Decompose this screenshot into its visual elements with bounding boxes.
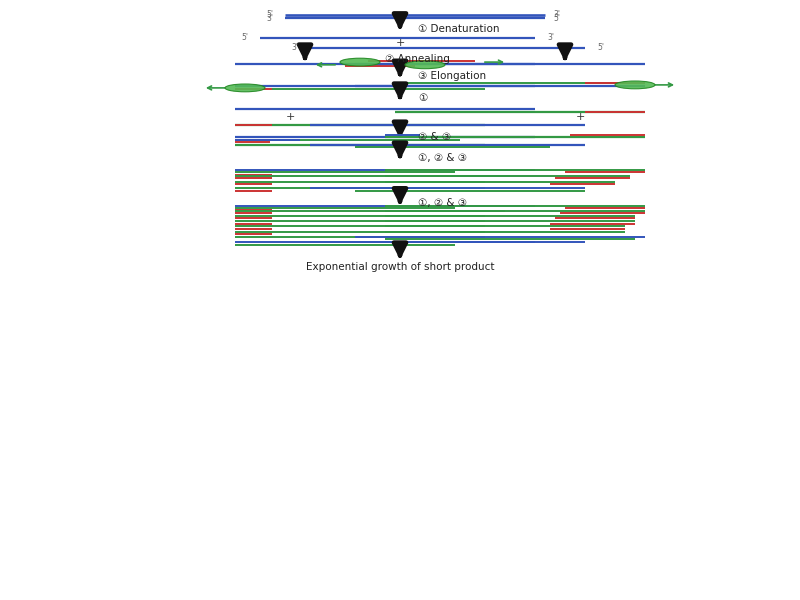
Text: 5': 5' (553, 14, 560, 23)
Text: ①: ① (418, 94, 427, 103)
Text: ①, ② & ③: ①, ② & ③ (418, 198, 467, 208)
Text: ①, ② & ③: ①, ② & ③ (418, 152, 467, 163)
Text: 5': 5' (597, 43, 604, 52)
Text: +: + (286, 112, 294, 122)
Text: ① Denaturation: ① Denaturation (418, 23, 499, 34)
Text: Exponential growth of short product: Exponential growth of short product (306, 262, 494, 272)
Text: ③ Elongation: ③ Elongation (418, 71, 486, 80)
Text: 3': 3' (547, 33, 554, 42)
Text: ② Annealing: ② Annealing (385, 54, 450, 64)
Text: +: + (395, 38, 405, 48)
Text: 3': 3' (553, 10, 560, 19)
Text: ② & ③: ② & ③ (418, 131, 451, 142)
Text: +: + (575, 112, 585, 122)
Text: 3': 3' (291, 43, 298, 52)
Ellipse shape (405, 61, 445, 68)
Text: 5': 5' (241, 33, 248, 42)
Ellipse shape (340, 58, 380, 66)
Text: 5': 5' (266, 10, 273, 19)
Ellipse shape (225, 84, 265, 92)
Ellipse shape (615, 81, 655, 89)
Text: 3': 3' (266, 14, 273, 23)
